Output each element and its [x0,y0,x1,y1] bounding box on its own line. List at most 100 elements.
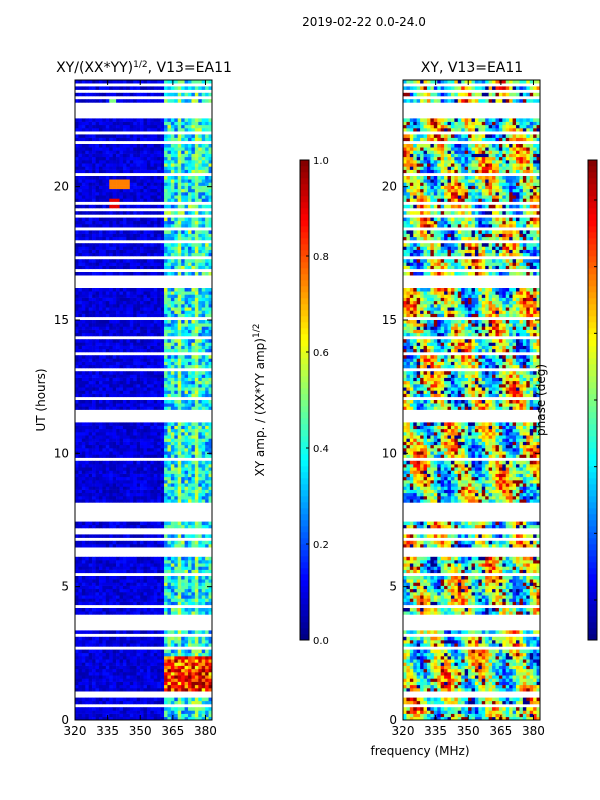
amp-cell [136,188,141,193]
amp-cell [85,483,89,487]
amp-cell [102,230,107,234]
amp-cell [126,441,131,446]
amp-cell [78,441,83,446]
amp-cell [153,521,158,526]
amp-cell [194,393,199,398]
amp-cell [191,259,196,263]
amp-cell [143,348,148,353]
amp-cell [198,608,203,612]
amp-cell [75,288,79,292]
amp-cell [164,406,168,410]
amp-cell [146,668,151,673]
amp-cell [105,579,110,583]
amp-cell [92,460,96,465]
amp-cell [88,576,93,580]
amp-cell [136,707,141,711]
amp-cell [92,310,96,314]
amp-cell [126,611,131,615]
amp-cell [170,307,175,311]
amp-cell [191,438,196,442]
amp-cell [188,310,192,314]
amp-cell [140,348,144,353]
amp-cell [177,684,182,689]
amp-cell [198,323,203,327]
amp-cell [146,259,151,263]
amp-cell [143,364,148,369]
amp-cell [205,524,209,529]
amp-cell [98,582,103,586]
amp-cell [133,217,137,222]
amp-cell [160,534,165,538]
amp-cell [105,566,110,570]
amp-cell [198,540,203,545]
amp-cell [201,470,206,474]
amp-cell [136,348,141,353]
amp-cell [136,710,141,714]
amp-cell [136,630,141,634]
amp-cell [143,384,148,388]
amp-cell [133,400,137,404]
amp-cell [112,636,117,641]
amp-cell [174,371,179,375]
amp-cell [167,668,172,673]
amp-cell [177,320,182,324]
amp-cell [88,438,93,442]
amp-cell [88,716,93,721]
amp-cell [167,524,172,529]
amp-cell [102,636,107,641]
amp-cell [116,678,120,682]
amp-cell [174,576,179,580]
amp-cell [81,460,86,465]
amp-cell [105,288,110,292]
amp-cell [143,243,148,247]
amp-cell [167,403,172,407]
amp-cell [150,544,155,548]
amp-cell [75,566,79,570]
amp-cell [102,390,107,394]
amp-cell [136,652,141,657]
amp-cell [143,326,148,330]
amp-cell [75,454,79,458]
amp-cell [150,195,155,199]
amp-cell [191,400,196,404]
amp-cell [140,451,144,455]
amp-cell [109,332,113,337]
amp-cell [98,326,103,330]
amp-cell [133,675,137,679]
amp-cell [198,249,203,254]
amp-cell [129,464,134,468]
amp-cell [167,630,172,634]
amp-cell [177,534,182,538]
amp-cell [95,272,100,276]
amp-cell [164,444,168,449]
amp-cell [88,342,93,346]
amp-cell [157,220,161,225]
amp-cell [194,697,199,702]
amp-cell [88,460,93,465]
amp-cell [153,672,158,676]
amp-cell [81,713,86,718]
amp-cell [205,697,209,702]
amp-cell [153,492,158,497]
amp-cell [208,710,213,714]
amp-cell [92,448,96,452]
amp-cell [146,428,151,433]
amp-cell [109,700,113,705]
amp-cell [81,355,86,359]
amp-cell [105,636,110,641]
amp-cell [95,540,100,545]
amp-cell [102,243,107,247]
amp-cell [160,448,165,452]
amp-cell [170,371,175,375]
amp-cell [153,566,158,570]
amp-cell [184,454,189,458]
amp-cell [177,224,182,228]
amp-cell [78,211,83,215]
amp-cell [102,393,107,398]
amp-cell [177,371,182,375]
amp-cell [92,601,96,606]
amp-cell [150,672,155,676]
amp-cell [184,217,189,222]
amp-cell [164,377,168,382]
amp-cell [112,339,117,343]
